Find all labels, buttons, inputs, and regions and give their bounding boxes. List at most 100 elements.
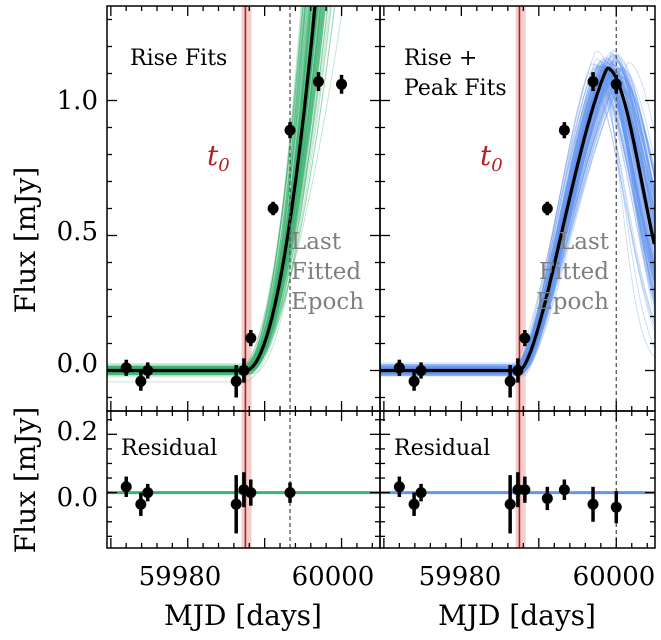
- residual-point: [142, 483, 154, 502]
- xlabel-left: MJD [days]: [164, 599, 322, 632]
- last-fitted-epoch-right-line3: Epoch: [536, 289, 609, 315]
- observation-point: [312, 72, 324, 92]
- xtick-label-left-59980: 59980: [139, 562, 222, 592]
- residual-point: [610, 491, 622, 524]
- observation-point: [415, 362, 427, 379]
- t0-band: [241, 411, 252, 548]
- last-fitted-epoch-right-line2: Fitted: [539, 259, 609, 285]
- data-point: [504, 375, 516, 387]
- data-point: [336, 78, 348, 90]
- data-point: [230, 375, 242, 387]
- residual-panel-right: [380, 411, 655, 548]
- ytick-label-top-0.5: 0.5: [57, 217, 98, 247]
- ytick-label-bottom-0.0: 0.0: [57, 483, 98, 513]
- bottom-frame: [379, 410, 656, 549]
- last-fitted-epoch-left-line1: Last: [291, 229, 342, 255]
- data-point: [230, 498, 242, 510]
- data-point: [120, 362, 132, 374]
- data-point: [519, 484, 531, 496]
- t0-band: [515, 6, 526, 411]
- data-point: [610, 501, 622, 513]
- residual-point: [408, 492, 420, 516]
- data-point: [541, 203, 553, 214]
- data-point: [610, 78, 622, 90]
- residual-point: [504, 475, 516, 534]
- residual-point: [519, 476, 531, 503]
- xtick-label-left-60000: 60000: [292, 562, 375, 592]
- last-fitted-epoch-right-line1: Last: [559, 229, 610, 255]
- top-panel-left: [107, 6, 348, 411]
- axes-frame-left: [106, 5, 381, 549]
- ylabel-top: Flux [mJy]: [9, 167, 42, 314]
- data-point: [408, 375, 420, 387]
- observation-point: [587, 72, 599, 92]
- residual-point: [135, 492, 147, 516]
- residual-point: [230, 475, 242, 534]
- data-point: [238, 365, 250, 376]
- residual-label-right: Residual: [394, 436, 490, 461]
- residual-label-left: Residual: [121, 436, 217, 461]
- residual-point: [245, 479, 257, 506]
- xtick-label-right-60000: 60000: [573, 562, 656, 592]
- data-point: [558, 124, 570, 136]
- data-point: [312, 76, 324, 88]
- observation-point: [393, 359, 405, 376]
- data-point: [245, 332, 257, 344]
- observation-point: [120, 359, 132, 376]
- data-point: [267, 203, 279, 214]
- data-point: [512, 365, 524, 376]
- data-point: [558, 484, 570, 496]
- data-point: [587, 76, 599, 88]
- observation-point: [541, 201, 553, 216]
- data-point: [393, 362, 405, 374]
- ytick-label-top-1.0: 1.0: [57, 86, 98, 116]
- data-point: [245, 487, 257, 499]
- data-point: [519, 332, 531, 344]
- xtick-label-right-59980: 59980: [419, 562, 502, 592]
- observation-point: [284, 122, 296, 139]
- observation-point: [230, 365, 242, 398]
- residual-point: [393, 476, 405, 497]
- observation-point: [610, 74, 622, 94]
- t0-band: [241, 6, 252, 411]
- data-point: [408, 498, 420, 510]
- rise-fits-label: Rise Fits: [130, 46, 227, 71]
- data-point: [135, 375, 147, 387]
- data-point: [284, 124, 296, 136]
- ytick-label-top-0.0: 0.0: [57, 349, 98, 379]
- observation-point: [142, 362, 154, 379]
- ylabel-bottom: Flux [mJy]: [9, 407, 42, 554]
- last-fitted-epoch-left-line3: Epoch: [291, 289, 364, 315]
- data-point: [142, 365, 154, 376]
- data-point: [541, 492, 553, 504]
- t0-label-left: t0: [207, 139, 230, 176]
- residual-point: [558, 479, 570, 500]
- xlabel-right: MJD [days]: [438, 599, 596, 632]
- residual-point: [284, 482, 296, 503]
- ytick-label-bottom-0.2: 0.2: [57, 417, 98, 447]
- observation-point: [519, 330, 531, 347]
- observation-point: [512, 358, 524, 383]
- observation-point: [245, 330, 257, 347]
- residual-point: [120, 476, 132, 497]
- residual-panel-left: [107, 411, 380, 548]
- data-point: [504, 498, 516, 510]
- t0-band: [515, 411, 526, 548]
- data-point: [415, 487, 427, 499]
- rise-peak-fits-label-line1: Rise +: [404, 46, 477, 71]
- observation-point: [408, 371, 420, 391]
- observation-point: [267, 201, 279, 216]
- data-point: [415, 365, 427, 376]
- data-point: [587, 498, 599, 510]
- observation-point: [238, 358, 250, 383]
- rise-peak-fits-label-line2: Peak Fits: [404, 76, 507, 101]
- data-point: [135, 498, 147, 510]
- data-point: [120, 481, 132, 493]
- last-fitted-epoch-left-line2: Fitted: [291, 259, 361, 285]
- data-point: [393, 481, 405, 493]
- observation-point: [135, 371, 147, 391]
- residual-point: [541, 486, 553, 511]
- residual-point: [587, 486, 599, 522]
- observation-point: [504, 365, 516, 398]
